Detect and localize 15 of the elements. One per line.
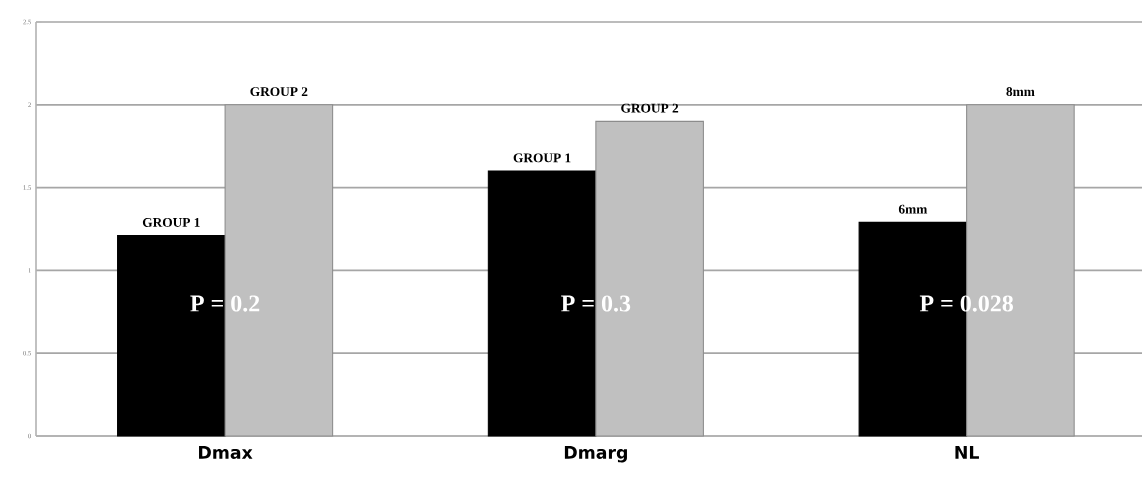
bar <box>117 235 226 437</box>
annotation: GROUP 1 <box>142 217 200 227</box>
annotation: 8mm <box>1006 87 1035 97</box>
x-tick-label: Dmax <box>199 446 253 459</box>
annotation: 6mm <box>898 204 928 214</box>
annotation: GROUP 1 <box>513 153 571 163</box>
annotation: P = 0.2 <box>190 295 260 312</box>
x-tick-label: Dmarg <box>564 446 627 463</box>
annotation: GROUP 2 <box>250 87 308 97</box>
annotation: P = 0.3 <box>561 295 631 312</box>
bar <box>224 104 334 437</box>
annotation: GROUP 2 <box>621 103 679 113</box>
bar <box>487 170 597 437</box>
x-tick-label: NL <box>955 446 979 459</box>
bar <box>595 120 704 437</box>
